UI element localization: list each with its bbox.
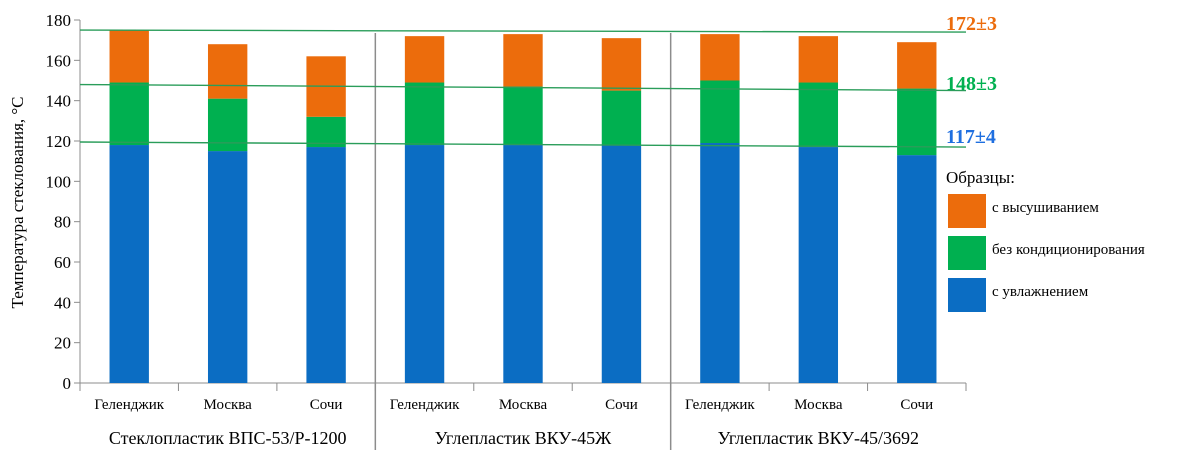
- y-tick-label: 120: [46, 132, 72, 151]
- y-tick-label: 140: [46, 92, 72, 111]
- bar-segment-dry: [700, 34, 740, 81]
- x-category-label: Геленджик: [390, 397, 460, 413]
- bar-segment-dry: [404, 36, 445, 83]
- reference-line: [79, 29, 967, 33]
- x-category-label: Сочи: [605, 397, 638, 413]
- legend-swatch-unconditioned: [948, 236, 986, 270]
- x-group-label: Углепластик ВКУ-45/3692: [718, 428, 919, 448]
- bar-segment-unconditioned: [601, 90, 642, 146]
- bar-segment-humid: [601, 145, 642, 383]
- legend-label-unconditioned: без кондиционирования: [992, 242, 1145, 258]
- bar-segment-dry: [897, 42, 937, 89]
- x-category-label: Геленджик: [685, 397, 755, 413]
- legend-item-unconditioned: без кондиционирования: [946, 232, 1201, 274]
- bar-segment-dry: [798, 36, 839, 83]
- legend-item-humid: с увлажнением: [946, 274, 1201, 316]
- bar-segment-dry: [109, 30, 149, 83]
- x-category-label: Геленджик: [94, 397, 164, 413]
- bar-segment-dry: [601, 38, 642, 91]
- bar-segment-unconditioned: [306, 116, 346, 148]
- bar-segment-humid: [404, 145, 445, 383]
- y-tick-label: 20: [54, 334, 71, 353]
- x-category-label: Москва: [794, 397, 843, 413]
- y-tick-label: 80: [54, 213, 71, 232]
- x-group-label: Стеклопластик ВПС-53/Р-1200: [109, 428, 347, 448]
- x-category-label: Сочи: [310, 397, 343, 413]
- bar-segment-unconditioned: [503, 86, 543, 146]
- bar-segment-humid: [798, 147, 839, 383]
- bar-segment-humid: [306, 147, 346, 383]
- bar-segment-humid: [109, 145, 149, 383]
- bar-segment-dry: [207, 44, 248, 99]
- bar-segment-unconditioned: [897, 88, 937, 156]
- reference-label: 172±3: [946, 13, 997, 35]
- legend-swatch-humid: [948, 278, 986, 312]
- y-tick-label: 160: [46, 51, 72, 70]
- y-tick-label: 60: [54, 253, 71, 272]
- legend-title: Образцы:: [946, 168, 1015, 187]
- bar-segment-humid: [700, 143, 740, 383]
- x-category-label: Москва: [204, 397, 253, 413]
- legend-label-dry: с высушиванием: [992, 200, 1099, 216]
- bar-segment-unconditioned: [109, 82, 149, 146]
- legend-label-humid: с увлажнением: [992, 284, 1089, 300]
- x-category-label: Сочи: [900, 397, 933, 413]
- x-category-label: Москва: [499, 397, 548, 413]
- legend-item-dry: с высушиванием: [946, 190, 1201, 232]
- y-tick-label: 180: [46, 11, 72, 30]
- y-axis-label: Температура стеклования, °С: [8, 96, 27, 308]
- legend: Образцы: с высушиванием без кондициониро…: [946, 166, 1201, 316]
- reference-label: 148±3: [946, 73, 997, 95]
- y-tick-label: 40: [54, 293, 71, 312]
- bar-segment-unconditioned: [404, 82, 445, 146]
- reference-label: 117±4: [946, 126, 996, 148]
- y-tick-label: 100: [46, 172, 72, 191]
- x-group-label: Углепластик ВКУ-45Ж: [435, 428, 612, 448]
- bar-segment-humid: [207, 151, 248, 383]
- bar-segment-unconditioned: [700, 80, 740, 144]
- bar-segment-dry: [503, 34, 543, 87]
- bar-segment-humid: [897, 155, 937, 383]
- reference-line: [79, 141, 967, 148]
- y-tick-label: 0: [63, 374, 72, 393]
- bar-segment-unconditioned: [798, 82, 839, 148]
- legend-swatch-dry: [948, 194, 986, 228]
- reference-line: [79, 83, 967, 92]
- bar-segment-humid: [503, 145, 543, 383]
